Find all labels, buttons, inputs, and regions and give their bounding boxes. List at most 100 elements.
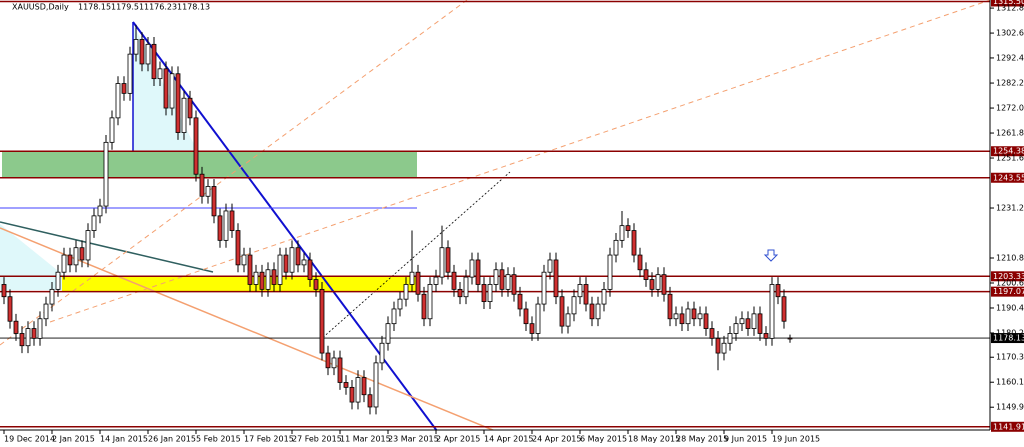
candle-body [43, 303, 49, 320]
candle-body [733, 323, 739, 334]
candle-body [577, 284, 583, 298]
y-tick-label: 1180.20 [996, 328, 1024, 337]
candle-body [727, 333, 733, 344]
candle-body [511, 274, 517, 295]
candle-body [331, 357, 337, 369]
x-tick-label: 11 Mar 2015 [340, 435, 391, 444]
y-tick-label: 1200.60 [996, 278, 1024, 287]
candle-body [283, 254, 289, 273]
candle-body [697, 313, 703, 320]
x-tick-label: 26 Jan 2015 [148, 435, 196, 444]
candle-body [355, 377, 361, 403]
candle-body [235, 230, 241, 266]
y-tick-label: 1231.20 [996, 204, 1024, 213]
candle-body [157, 68, 163, 80]
candle-body [637, 254, 643, 271]
candle-body [565, 313, 571, 327]
candle-body [469, 259, 475, 278]
level-label: 1243.55 [993, 173, 1024, 182]
current-price-box [991, 333, 1024, 344]
candle-body [7, 296, 13, 322]
candle-body [745, 318, 751, 329]
candle-body [109, 117, 115, 143]
header-open: 1178.15 [78, 3, 111, 12]
x-tick-label: 9 Jun 2015 [724, 435, 767, 444]
candle-body [139, 39, 145, 65]
candle-body [223, 210, 229, 241]
candle-body [115, 83, 121, 119]
candle-body [421, 293, 427, 320]
level-label-box [991, 421, 1024, 432]
trend-line [132, 21, 438, 430]
candle-body [445, 247, 451, 273]
candle-body [73, 247, 79, 266]
candle-body [145, 43, 151, 65]
candle-body [631, 230, 637, 256]
zone [2, 151, 417, 178]
candle-body [703, 313, 709, 329]
header-high: 1179.51 [111, 3, 144, 12]
candle-body [619, 225, 625, 241]
candle-body [199, 173, 205, 197]
candle-body [589, 303, 595, 320]
candle-body [271, 269, 277, 285]
candle-body [295, 247, 301, 266]
candle-body [721, 342, 727, 354]
candle-body [409, 271, 415, 285]
left-fill [0, 224, 62, 290]
candle-body [55, 271, 61, 290]
header-low: 1176.23 [144, 3, 177, 12]
candles [1, 24, 793, 415]
y-tick-label: 1149.90 [996, 403, 1024, 412]
level-label: 1197.07 [993, 287, 1024, 296]
candle-body [385, 323, 391, 344]
x-tick-label: 18 May 2015 [628, 435, 680, 444]
candle-body [1, 284, 7, 298]
candle-body [187, 97, 193, 119]
y-tick-label: 1261.80 [996, 129, 1024, 138]
candle-body [433, 276, 439, 285]
candle-body [571, 296, 577, 315]
candle-body [775, 284, 781, 298]
candle-body [715, 337, 721, 354]
candle-body [523, 308, 529, 325]
level-label: 1141.91 [993, 422, 1024, 431]
candle-body [607, 254, 613, 290]
zone [62, 276, 417, 292]
x-tick-label: 17 Feb 2015 [244, 435, 294, 444]
y-tick-label: 1312.80 [996, 4, 1024, 13]
level-label: 1203.33 [993, 272, 1024, 281]
level-label: 1254.38 [993, 147, 1024, 156]
candle-body [97, 205, 103, 217]
y-tick-label: 1272.00 [996, 104, 1024, 113]
candle-body [397, 298, 403, 310]
candle-body [505, 274, 511, 290]
trend-line [0, 227, 495, 430]
x-tick-label: 27 Feb 2015 [292, 435, 342, 444]
zones [2, 151, 417, 292]
arrow-marker [763, 249, 779, 262]
candle-body [457, 288, 463, 298]
header-close: 1178.13 [177, 3, 210, 12]
candle-body [541, 271, 547, 305]
x-tick-label: 14 Apr 2015 [484, 435, 533, 444]
candle-body [301, 259, 307, 266]
candle-body [499, 269, 505, 290]
candle-body [763, 333, 769, 339]
candle-body [787, 337, 793, 340]
candle-body [757, 313, 763, 334]
candle-body [535, 303, 541, 334]
candle-body [427, 284, 433, 320]
candle-body [739, 318, 745, 325]
candle-body [529, 323, 535, 334]
candle-body [481, 284, 487, 303]
x-tick-label: 2 Apr 2015 [436, 435, 480, 444]
candle-body [259, 271, 265, 290]
candle-body [61, 254, 67, 273]
candle-body [475, 259, 481, 285]
candle-body [349, 386, 355, 403]
candle-body [211, 186, 217, 217]
y-tick-label: 1210.80 [996, 254, 1024, 263]
